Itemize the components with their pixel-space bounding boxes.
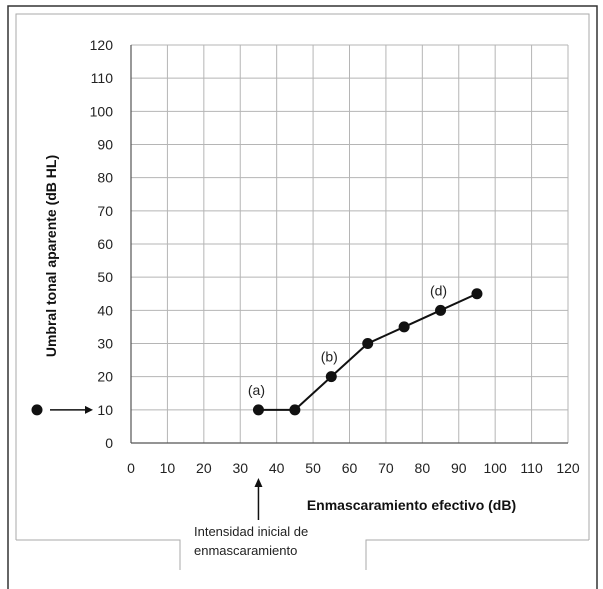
y-tick-label: 80 [97, 170, 113, 186]
y-tick-label: 100 [90, 103, 114, 119]
point-labels: (a) (b) (d) [248, 282, 447, 398]
reference-marker [31, 404, 93, 416]
x-tick-label: 40 [269, 460, 285, 476]
y-tick-label: 30 [97, 336, 113, 352]
y-axis-ticks: 0 10 20 30 40 50 60 70 80 90 100 110 120 [90, 37, 114, 451]
x-tick-label: 70 [378, 460, 394, 476]
y-tick-label: 20 [97, 369, 113, 385]
annotation-arrow-head [254, 478, 263, 487]
inner-panel [15, 13, 590, 540]
y-axis-title: Umbral tonal aparente (dB HL) [43, 155, 59, 357]
y-tick-label: 40 [97, 302, 113, 318]
x-axis-ticks: 0 10 20 30 40 50 60 70 80 90 100 110 120 [127, 460, 580, 476]
data-point [252, 404, 264, 416]
reference-dot [31, 404, 43, 416]
outer-frame [7, 5, 598, 589]
x-tick-label: 20 [196, 460, 212, 476]
x-tick-label: 80 [415, 460, 431, 476]
y-tick-label: 120 [90, 37, 114, 53]
x-tick-label: 90 [451, 460, 467, 476]
x-tick-label: 50 [305, 460, 321, 476]
y-tick-label: 70 [97, 203, 113, 219]
data-point [289, 404, 301, 416]
x-tick-label: 100 [483, 460, 507, 476]
x-tick-label: 60 [342, 460, 358, 476]
data-point [362, 338, 374, 349]
annotation-line-1: Intensidad inicial de [194, 524, 308, 539]
x-tick-label: 10 [160, 460, 176, 476]
x-tick-label: 110 [520, 460, 543, 476]
data-point [398, 321, 410, 333]
point-label: (d) [430, 282, 447, 298]
series-line [252, 288, 483, 416]
y-tick-label: 50 [97, 269, 113, 285]
point-label: (a) [248, 382, 265, 398]
reference-arrow-head [85, 405, 93, 414]
y-tick-label: 10 [97, 402, 113, 418]
plot-grid [130, 44, 569, 444]
y-tick-label: 90 [97, 137, 113, 153]
x-tick-label: 0 [127, 460, 135, 476]
y-tick-label: 0 [105, 435, 113, 451]
data-point [435, 304, 447, 316]
x-axis-title: Enmascaramiento efectivo (dB) [307, 497, 516, 513]
y-tick-label: 60 [97, 236, 113, 252]
caption-box [16, 539, 589, 570]
annotation [254, 478, 263, 520]
annotation-line-2: enmascaramiento [194, 543, 297, 558]
x-tick-label: 30 [232, 460, 248, 476]
x-tick-label: 120 [556, 460, 580, 476]
data-point [471, 288, 483, 300]
point-label: (b) [321, 349, 338, 365]
data-point [325, 371, 337, 383]
y-tick-label: 110 [91, 70, 114, 86]
